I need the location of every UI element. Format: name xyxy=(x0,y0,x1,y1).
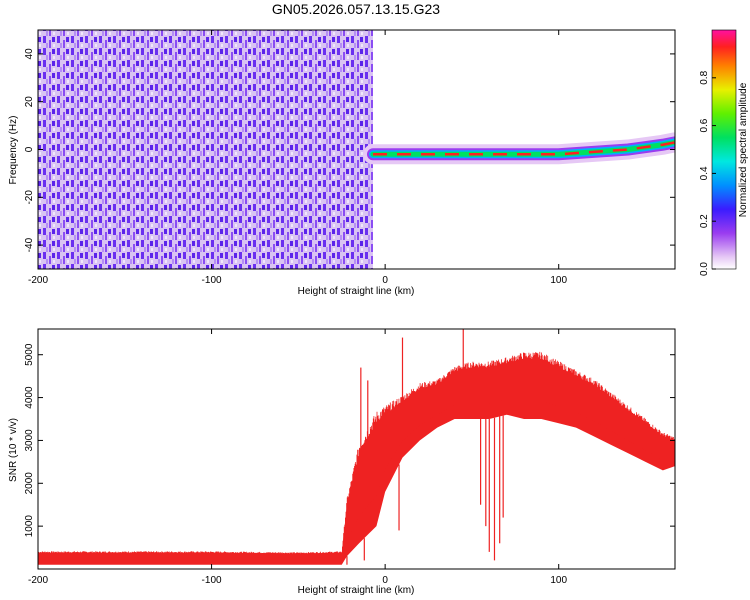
y-tick-label: 5000 xyxy=(24,343,35,366)
y-tick-label: 4000 xyxy=(24,386,35,409)
snr-frame xyxy=(37,328,676,570)
signal-track xyxy=(362,132,675,165)
x-tick-label: 0 xyxy=(382,275,388,286)
colorbar-label: Normalized spectral amplitude xyxy=(738,82,749,217)
spectrogram-y-ticks: -40 -20 0 20 40 xyxy=(24,48,675,252)
snr-panel: -200 -100 0 100 1000 2000 3000 4000 5000 Height… xyxy=(8,328,676,596)
x-tick-label: -200 xyxy=(28,275,48,286)
colorbar: 0.0 0.2 0.4 0.6 0.8 Normalized spectral ampl… xyxy=(699,29,749,276)
colorbar-tick-label: 0.0 xyxy=(699,262,710,276)
snr-spikes xyxy=(346,329,504,565)
y-tick-label: 1000 xyxy=(24,515,35,538)
track-peak xyxy=(372,141,675,156)
x-tick-label: 0 xyxy=(382,575,388,586)
snr-y-label: SNR (10 * v/v) xyxy=(8,418,19,482)
y-tick-label: 0 xyxy=(24,146,35,152)
snr-x-label: Height of straight line (km) xyxy=(298,585,415,596)
snr-y-ticks: 1000 2000 3000 4000 5000 xyxy=(24,343,675,537)
colorbar-tick-label: 0.6 xyxy=(699,118,710,132)
y-tick-label: 3000 xyxy=(24,429,35,452)
y-tick-label: -20 xyxy=(24,190,35,205)
colorbar-tick-label: 0.2 xyxy=(699,214,710,228)
y-tick-label: 2000 xyxy=(24,472,35,495)
snr-noise-strokes xyxy=(38,351,675,562)
colorbar-tick-label: 0.4 xyxy=(699,166,710,180)
y-tick-label: 40 xyxy=(24,48,35,60)
y-tick-label: -40 xyxy=(24,237,35,252)
x-tick-label: 100 xyxy=(550,275,567,286)
chart-title: GN05.2026.057.13.15.G23 xyxy=(272,1,440,17)
spectrogram-x-label: Height of straight line (km) xyxy=(298,286,415,297)
x-tick-label: 100 xyxy=(550,575,567,586)
y-tick-label: 20 xyxy=(24,96,35,108)
colorbar-gradient xyxy=(711,29,737,270)
x-tick-label: -100 xyxy=(202,275,222,286)
x-tick-label: -100 xyxy=(202,575,222,586)
x-tick-label: -200 xyxy=(28,575,48,586)
spectrogram-y-label: Frequency (Hz) xyxy=(8,116,19,185)
colorbar-ticks: 0.0 0.2 0.4 0.6 0.8 xyxy=(699,70,716,276)
snr-series-envelope xyxy=(38,359,675,565)
colorbar-tick-label: 0.8 xyxy=(699,70,710,84)
snr-x-ticks: -200 -100 0 100 xyxy=(28,329,567,586)
spectrogram-x-ticks: -200 -100 0 100 xyxy=(28,30,567,286)
noise-region xyxy=(38,30,373,269)
snr-series-line xyxy=(38,351,675,562)
